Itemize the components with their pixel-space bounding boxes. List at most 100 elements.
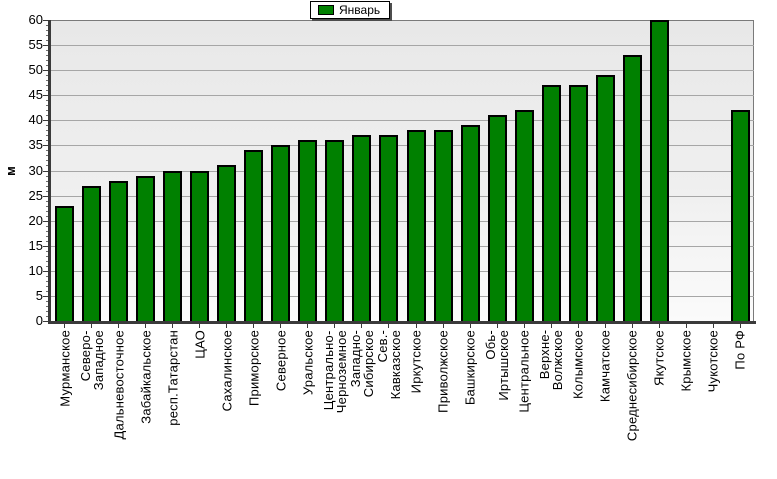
y-axis-minor-tick [46,160,49,162]
y-axis-title: м [3,166,18,176]
bar [352,135,372,321]
x-axis-label: Верхне- Волжское [537,330,566,391]
x-axis-tick [118,324,120,328]
gridline [51,95,754,97]
y-axis-minor-tick [46,215,49,217]
x-axis-label: Уральское [300,330,316,396]
y-axis-minor-tick [46,180,49,182]
x-axis-tick [496,324,498,328]
x-axis-tick [145,324,147,328]
y-axis-minor-tick [46,225,49,227]
y-axis-minor-tick [46,90,49,92]
y-axis-tick-label: 15 [28,237,43,253]
y-axis-minor-tick [46,100,49,102]
y-axis-tick [43,45,49,47]
bar [379,135,399,321]
gridline [51,70,754,72]
x-axis-label: Среднесибирское [624,330,640,442]
y-axis-minor-tick [46,155,49,157]
x-axis-label: По РФ [732,330,748,370]
bar [271,145,291,321]
y-axis-minor-tick [46,200,49,202]
bar [325,140,345,321]
x-axis-tick [604,324,606,328]
y-axis-tick-label: 5 [35,287,43,303]
x-axis-tick [388,324,390,328]
gridline [51,295,754,297]
legend: Январь [310,1,391,19]
x-axis-label: Якутское [651,330,667,386]
y-axis-minor-tick [46,75,49,77]
x-axis-tick [523,324,525,328]
y-axis-tick [43,321,49,322]
y-axis-minor-tick [46,80,49,82]
y-axis-tick-label: 35 [28,137,43,153]
y-axis-tick [43,120,49,122]
x-axis-tick [712,324,714,328]
bar [433,130,453,321]
y-axis-minor-tick [46,260,49,262]
y-axis-tick-label: 25 [28,187,43,203]
y-axis-tick-label: 40 [28,112,43,128]
x-axis-tick [253,324,255,328]
y-axis-tick-label: 50 [28,62,43,78]
y-axis-minor-tick [46,105,49,107]
y-axis-tick [43,95,49,97]
y-axis-minor-tick [46,240,49,242]
y-axis-tick [43,195,49,197]
bar [217,165,237,321]
x-axis-line [48,321,756,324]
x-axis-tick [685,324,687,328]
x-axis-tick [469,324,471,328]
y-axis-minor-tick [46,230,49,232]
x-axis-label: Дальневосточное [111,330,127,440]
gridline [51,120,754,122]
y-axis-minor-tick [46,55,49,57]
x-axis-label: Сахалинское [219,330,235,412]
y-axis-minor-tick [46,165,49,167]
y-axis-minor-tick [46,205,49,207]
y-axis-minor-tick [46,190,49,192]
y-axis-minor-tick [46,40,49,42]
y-axis-tick-label: 20 [28,212,43,228]
y-axis-tick-label: 10 [28,262,43,278]
x-axis-label: Крымское [678,330,694,392]
y-axis-minor-tick [46,290,49,292]
x-axis-tick [415,324,417,328]
bar [514,110,534,321]
bar [595,75,615,321]
bar [730,110,750,321]
x-axis-tick [199,324,201,328]
bar [55,205,75,321]
x-axis-tick [91,324,93,328]
gridline [51,45,754,47]
y-axis-minor-tick [46,305,49,307]
x-axis-label: Приволжское [435,330,451,413]
legend-label: Январь [339,3,381,17]
x-axis-label: ЦАО [192,330,208,359]
x-axis-tick [550,324,552,328]
y-axis-minor-tick [46,135,49,137]
y-axis-tick [43,220,49,222]
y-axis-minor-tick [46,30,49,32]
bar [244,150,264,321]
y-axis-tick [43,245,49,247]
y-axis-minor-tick [46,315,49,317]
y-axis-minor-tick [46,265,49,267]
x-axis-label: Приморское [246,330,262,407]
y-axis-minor-tick [46,115,49,117]
y-axis-tick-label: 55 [28,37,43,53]
y-axis-minor-tick [46,300,49,302]
y-axis-line [48,20,51,324]
x-axis-label: Колымское [570,330,586,399]
x-axis-label: Северо- Западное [77,330,106,391]
y-axis-minor-tick [46,50,49,52]
bar [568,85,588,321]
bar [406,130,426,321]
bar [190,170,210,321]
gridline [51,145,754,147]
x-axis-tick [631,324,633,328]
y-axis-tick-label: 30 [28,162,43,178]
x-axis-label: Обь- Иртышское [483,330,512,401]
bar [109,180,129,321]
